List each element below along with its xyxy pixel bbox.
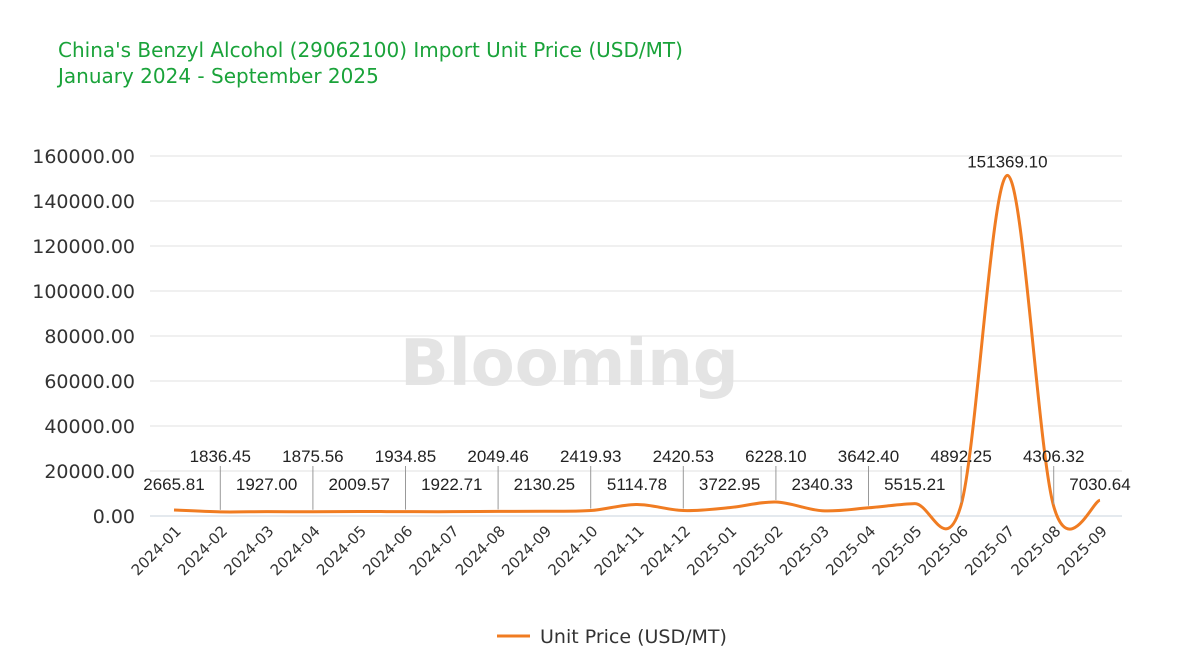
data-label: 1836.45 [190,447,251,466]
x-tick-label: 2024-07 [406,522,463,579]
chart-title: China's Benzyl Alcohol (29062100) Import… [58,38,683,62]
y-tick-label: 100000.00 [32,281,135,303]
data-label: 5114.78 [607,475,667,494]
x-tick-label: 2025-07 [961,522,1018,579]
watermark: Blooming [400,327,739,401]
y-tick-label: 60000.00 [44,371,135,393]
x-tick-label: 2024-11 [591,522,648,579]
data-label: 2130.25 [514,475,575,494]
x-tick-label: 2024-01 [128,522,185,579]
data-label: 2049.46 [467,447,528,466]
data-label: 2420.53 [653,447,714,466]
x-tick-label: 2024-06 [359,522,416,579]
x-tick-label: 2024-04 [267,522,324,579]
x-tick-label: 2024-02 [174,522,231,579]
x-tick-label: 2025-04 [822,522,879,579]
data-label: 3722.95 [699,475,760,494]
data-label: 2419.93 [560,447,621,466]
data-label: 1922.71 [421,475,482,494]
y-tick-label: 80000.00 [44,326,135,348]
data-label: 5515.21 [884,475,945,494]
x-tick-label: 2025-09 [1054,522,1111,579]
y-tick-label: 160000.00 [32,146,135,168]
data-label: 3642.40 [838,447,899,466]
x-tick-label: 2024-08 [452,522,509,579]
data-label: 2665.81 [143,475,204,494]
x-tick-label: 2024-09 [498,522,555,579]
data-label: 1875.56 [282,447,343,466]
x-tick-label: 2024-05 [313,522,370,579]
y-tick-label: 40000.00 [44,416,135,438]
x-tick-label: 2024-03 [220,522,277,579]
legend: Unit Price (USD/MT) [497,626,727,648]
data-label: 4892.25 [930,447,991,466]
x-tick-label: 2025-01 [683,522,740,579]
y-tick-label: 120000.00 [32,236,135,258]
x-tick-label: 2025-02 [730,522,787,579]
y-tick-label: 140000.00 [32,191,135,213]
data-label: 2340.33 [791,475,852,494]
x-tick-label: 2024-10 [544,522,601,579]
data-label: 151369.10 [967,152,1047,171]
data-label: 1927.00 [236,475,297,494]
y-tick-label: 0.00 [93,506,135,528]
data-label: 7030.64 [1069,475,1130,494]
x-tick-label: 2025-08 [1007,522,1064,579]
y-tick-label: 20000.00 [44,461,135,483]
data-label: 4306.32 [1023,447,1084,466]
x-tick-label: 2025-05 [869,522,926,579]
data-label: 1934.85 [375,447,436,466]
data-label: 2009.57 [328,475,389,494]
x-tick-label: 2025-03 [776,522,833,579]
data-label: 6228.10 [745,447,806,466]
chart-subtitle: January 2024 - September 2025 [58,64,379,88]
legend-label: Unit Price (USD/MT) [540,626,727,648]
x-tick-label: 2024-12 [637,522,694,579]
series-line [173,173,1101,531]
x-tick-label: 2025-06 [915,522,972,579]
